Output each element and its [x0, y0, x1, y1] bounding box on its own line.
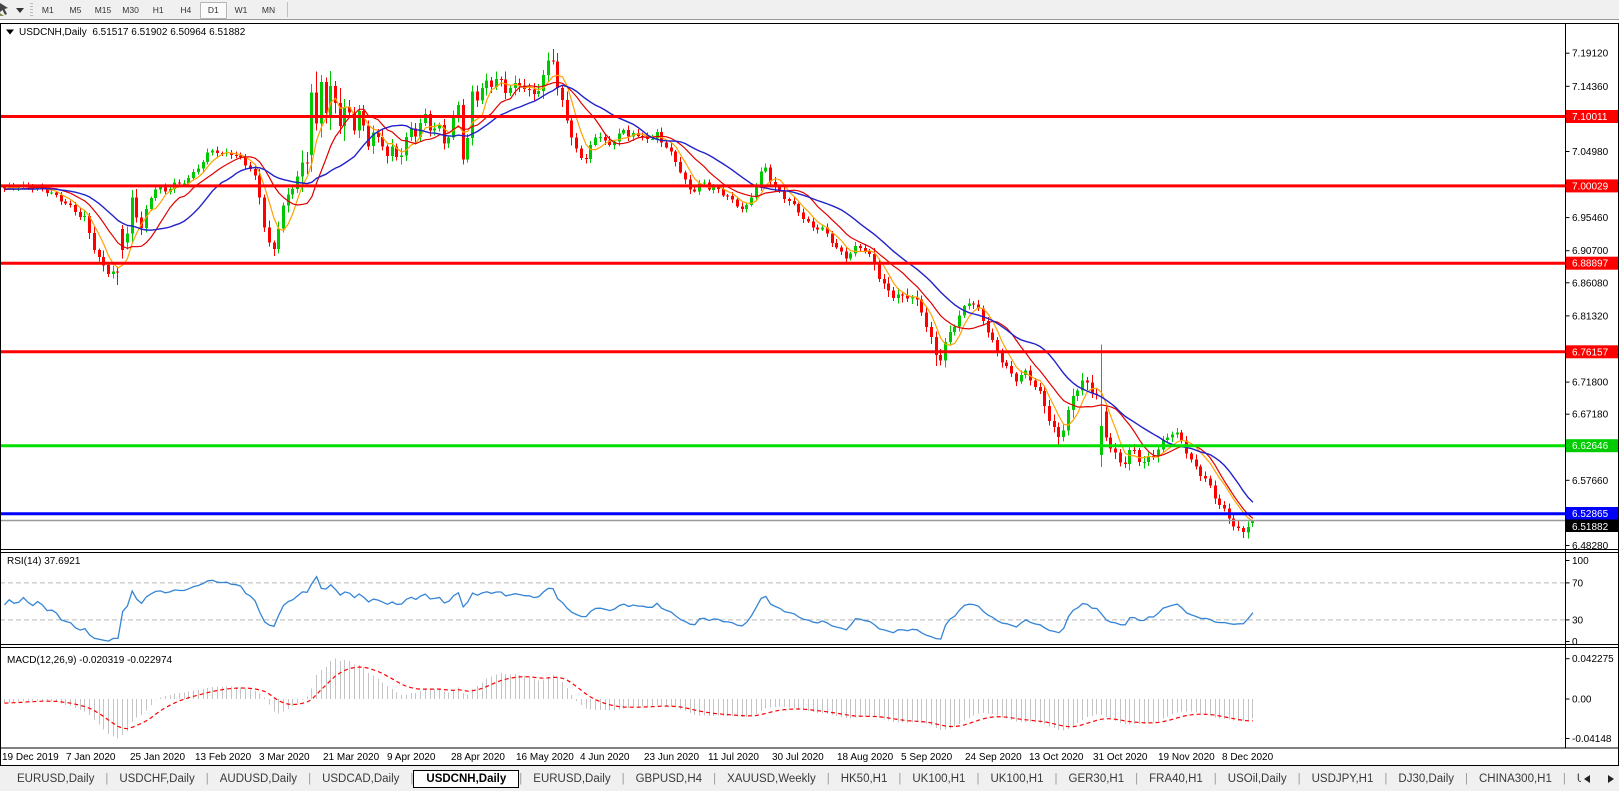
svg-text:6.62646: 6.62646 [1572, 441, 1609, 452]
svg-text:7 Jan 2020: 7 Jan 2020 [66, 752, 116, 763]
svg-text:6.95460: 6.95460 [1572, 213, 1609, 224]
svg-text:3 Mar 2020: 3 Mar 2020 [259, 752, 310, 763]
svg-text:19 Dec 2019: 19 Dec 2019 [2, 752, 59, 763]
svg-text:6.67180: 6.67180 [1572, 410, 1609, 421]
svg-text:8 Dec 2020: 8 Dec 2020 [1222, 752, 1274, 763]
svg-text:4 Jun 2020: 4 Jun 2020 [580, 752, 630, 763]
svg-text:30 Jul 2020: 30 Jul 2020 [772, 752, 824, 763]
svg-text:11 Jul 2020: 11 Jul 2020 [708, 752, 759, 763]
svg-text:0: 0 [1572, 637, 1578, 648]
svg-text:9 Apr 2020: 9 Apr 2020 [387, 752, 436, 763]
svg-text:-0.04148: -0.04148 [1572, 734, 1612, 745]
svg-text:30: 30 [1572, 615, 1584, 626]
svg-text:6.86080: 6.86080 [1572, 278, 1609, 289]
svg-text:0.00: 0.00 [1572, 695, 1592, 706]
svg-text:MACD(12,26,9) -0.020319 -0.022: MACD(12,26,9) -0.020319 -0.022974 [7, 655, 173, 666]
svg-text:6.52865: 6.52865 [1572, 509, 1609, 520]
svg-text:28 Apr 2020: 28 Apr 2020 [451, 752, 505, 763]
svg-text:23 Jun 2020: 23 Jun 2020 [644, 752, 699, 763]
svg-text:7.19120: 7.19120 [1572, 49, 1609, 60]
svg-text:21 Mar 2020: 21 Mar 2020 [323, 752, 380, 763]
svg-text:RSI(14) 37.6921: RSI(14) 37.6921 [7, 556, 81, 567]
svg-text:31 Oct 2020: 31 Oct 2020 [1093, 752, 1148, 763]
svg-text:7.00029: 7.00029 [1572, 181, 1609, 192]
svg-text:5 Sep 2020: 5 Sep 2020 [901, 752, 953, 763]
svg-text:13 Oct 2020: 13 Oct 2020 [1029, 752, 1084, 763]
svg-text:6.48280: 6.48280 [1572, 541, 1609, 552]
svg-text:7.14360: 7.14360 [1572, 82, 1609, 93]
svg-text:6.51882: 6.51882 [1572, 522, 1609, 533]
svg-text:25 Jan 2020: 25 Jan 2020 [130, 752, 185, 763]
svg-text:18 Aug 2020: 18 Aug 2020 [837, 752, 894, 763]
svg-text:100: 100 [1572, 556, 1589, 567]
svg-text:24 Sep 2020: 24 Sep 2020 [965, 752, 1022, 763]
svg-text:6.71800: 6.71800 [1572, 378, 1609, 389]
svg-text:70: 70 [1572, 578, 1584, 589]
svg-text:6.76157: 6.76157 [1572, 347, 1609, 358]
svg-text:6.88897: 6.88897 [1572, 259, 1609, 270]
svg-text:0.042275: 0.042275 [1572, 654, 1614, 665]
svg-text:6.90700: 6.90700 [1572, 246, 1609, 257]
svg-text:13 Feb 2020: 13 Feb 2020 [195, 752, 252, 763]
svg-text:19 Nov 2020: 19 Nov 2020 [1158, 752, 1215, 763]
svg-text:7.04980: 7.04980 [1572, 147, 1609, 158]
svg-text:7.10011: 7.10011 [1572, 112, 1608, 123]
svg-text:6.57660: 6.57660 [1572, 476, 1609, 487]
svg-text:USDCNH,Daily 6.51517 6.51902: USDCNH,Daily 6.51517 6.51902 6.50964 6.5… [19, 27, 246, 38]
svg-text:16 May 2020: 16 May 2020 [516, 752, 574, 763]
svg-text:6.81320: 6.81320 [1572, 311, 1609, 322]
